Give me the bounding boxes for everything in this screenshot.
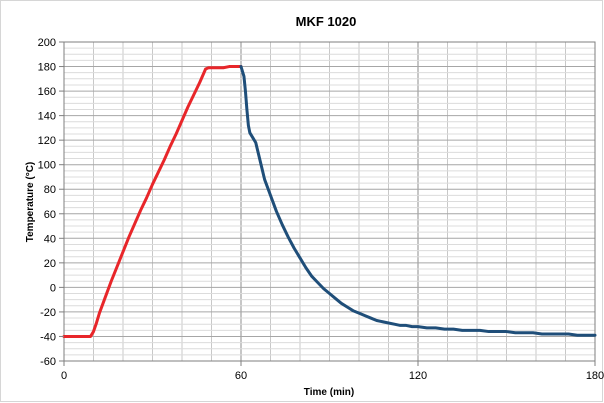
y-axis-label: Temperature (°C) [25,162,36,243]
y-tick-label: -20 [40,307,56,319]
x-tick-label: 120 [409,370,427,382]
y-tick-label: -40 [40,331,56,343]
x-tick-label: 60 [235,370,247,382]
y-tick-label: 0 [50,282,56,294]
y-tick-label: 20 [44,258,56,270]
y-tick-label: 200 [38,37,56,49]
y-tick-label: 120 [38,135,56,147]
plot-area [63,41,596,362]
y-tick-label: 180 [38,62,56,74]
heating-series-line [62,65,243,338]
chart-title: MKF 1020 [296,14,357,29]
y-tick-label: 40 [44,233,56,245]
cooling-series-line [239,65,597,337]
x-axis-label: Time (min) [304,387,354,398]
x-axis: 0 60 120 180 [61,361,604,382]
x-tick-label: 180 [586,370,604,382]
y-tick-label: 100 [38,160,56,172]
y-tick-label: -60 [40,356,56,368]
y-axis: -60 -40 -20 0 20 40 60 80 100 120 140 160 180 200 [38,37,64,368]
grid [64,42,595,361]
y-tick-label: 80 [44,184,56,196]
y-tick-label: 160 [38,86,56,98]
series-layer [62,65,597,338]
y-tick-label: 60 [44,209,56,221]
y-tick-label: 140 [38,111,56,123]
x-tick-label: 0 [61,370,67,382]
